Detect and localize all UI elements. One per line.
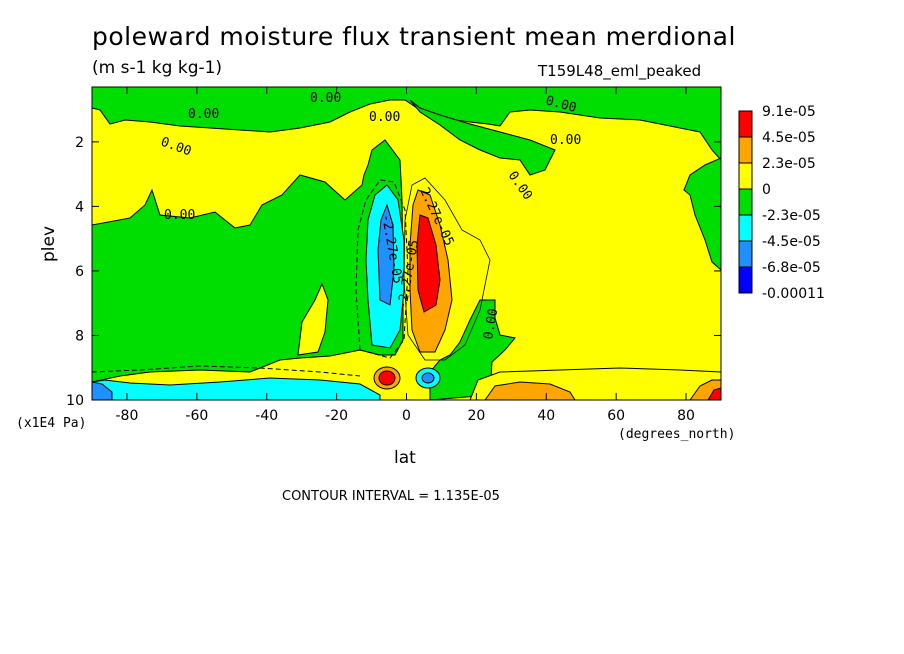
y-tick-label: 4 (75, 199, 84, 215)
legend-label: -0.00011 (762, 286, 825, 302)
contour-thin-column (403, 177, 491, 361)
x-tick-label: -80 (116, 408, 139, 424)
contour-interval: CONTOUR INTERVAL = 1.135E-05 (282, 489, 500, 504)
x-axis-units: (degrees_north) (618, 427, 735, 442)
legend-label: -2.3e-05 (762, 208, 821, 224)
field-red-north-pole (707, 387, 721, 400)
chart-title: poleward moisture flux transient mean me… (92, 22, 736, 51)
field-green-mid-north (409, 99, 556, 176)
x-tick-label: -40 (255, 408, 278, 424)
field-red-column (416, 214, 441, 313)
field-blue-core (421, 372, 435, 384)
x-axis: -80 -60 -40 -20 0 20 40 60 80 (116, 87, 695, 424)
filled-contours (92, 87, 721, 400)
legend-label: -4.5e-05 (762, 234, 821, 250)
legend: 9.1e-05 4.5e-05 2.3e-05 0 -2.3e-05 -4.5e-05 -6… (738, 104, 825, 302)
legend-swatch (738, 214, 753, 242)
x-tick-label: 80 (677, 408, 695, 424)
field-red-core (378, 370, 396, 386)
field-blue-south-corner (92, 381, 113, 400)
x-tick-label: 40 (537, 408, 555, 424)
x-tick-label: -20 (325, 408, 348, 424)
x-tick-label: 0 (402, 408, 411, 424)
legend-label: 9.1e-05 (762, 104, 816, 120)
chart-units: (m s-1 kg kg-1) (92, 58, 223, 78)
y-tick-label: 10 (66, 393, 84, 409)
contour-dashed-column (355, 179, 409, 359)
contour-dashed-south (92, 365, 361, 377)
legend-swatch (738, 266, 753, 294)
contour-label: 0.00 (481, 307, 501, 340)
field-yellow-island (297, 282, 329, 356)
legend-swatch (738, 240, 753, 268)
y-tick-label: 6 (75, 264, 84, 280)
y-axis-units: (x1E4 Pa) (16, 416, 86, 431)
legend-swatch (738, 188, 753, 216)
x-axis-label: lat (394, 448, 416, 468)
y-axis: 2 4 6 8 10 (66, 135, 721, 409)
y-tick-label: 8 (75, 328, 84, 344)
legend-label: -6.8e-05 (762, 260, 821, 276)
field-blue-column (377, 203, 395, 306)
y-tick-label: 2 (75, 135, 84, 151)
contour-label: 0.00 (310, 91, 341, 106)
contour-label: 0.00 (369, 110, 400, 125)
y-axis-label: plev (39, 226, 59, 262)
legend-label: 0 (762, 182, 771, 198)
field-cyan-south (92, 377, 381, 400)
contour-label: 0.00 (188, 107, 219, 122)
field-green-right (429, 299, 516, 400)
contour-label: 0.00 (164, 208, 195, 223)
x-tick-label: 60 (607, 408, 625, 424)
x-tick-label: 20 (467, 408, 485, 424)
field-green-top (92, 87, 721, 161)
run-label: T159L48_eml_peaked (538, 62, 702, 80)
legend-label: 4.5e-05 (762, 130, 816, 146)
legend-label: 2.3e-05 (762, 156, 816, 172)
contour-label: 0.00 (550, 133, 581, 148)
field-orange-north-surface (484, 381, 576, 400)
legend-swatch (738, 162, 753, 190)
legend-swatch (738, 136, 753, 164)
field-green-right-edge (683, 157, 721, 271)
legend-swatch (738, 110, 753, 138)
x-tick-label: -60 (185, 408, 208, 424)
